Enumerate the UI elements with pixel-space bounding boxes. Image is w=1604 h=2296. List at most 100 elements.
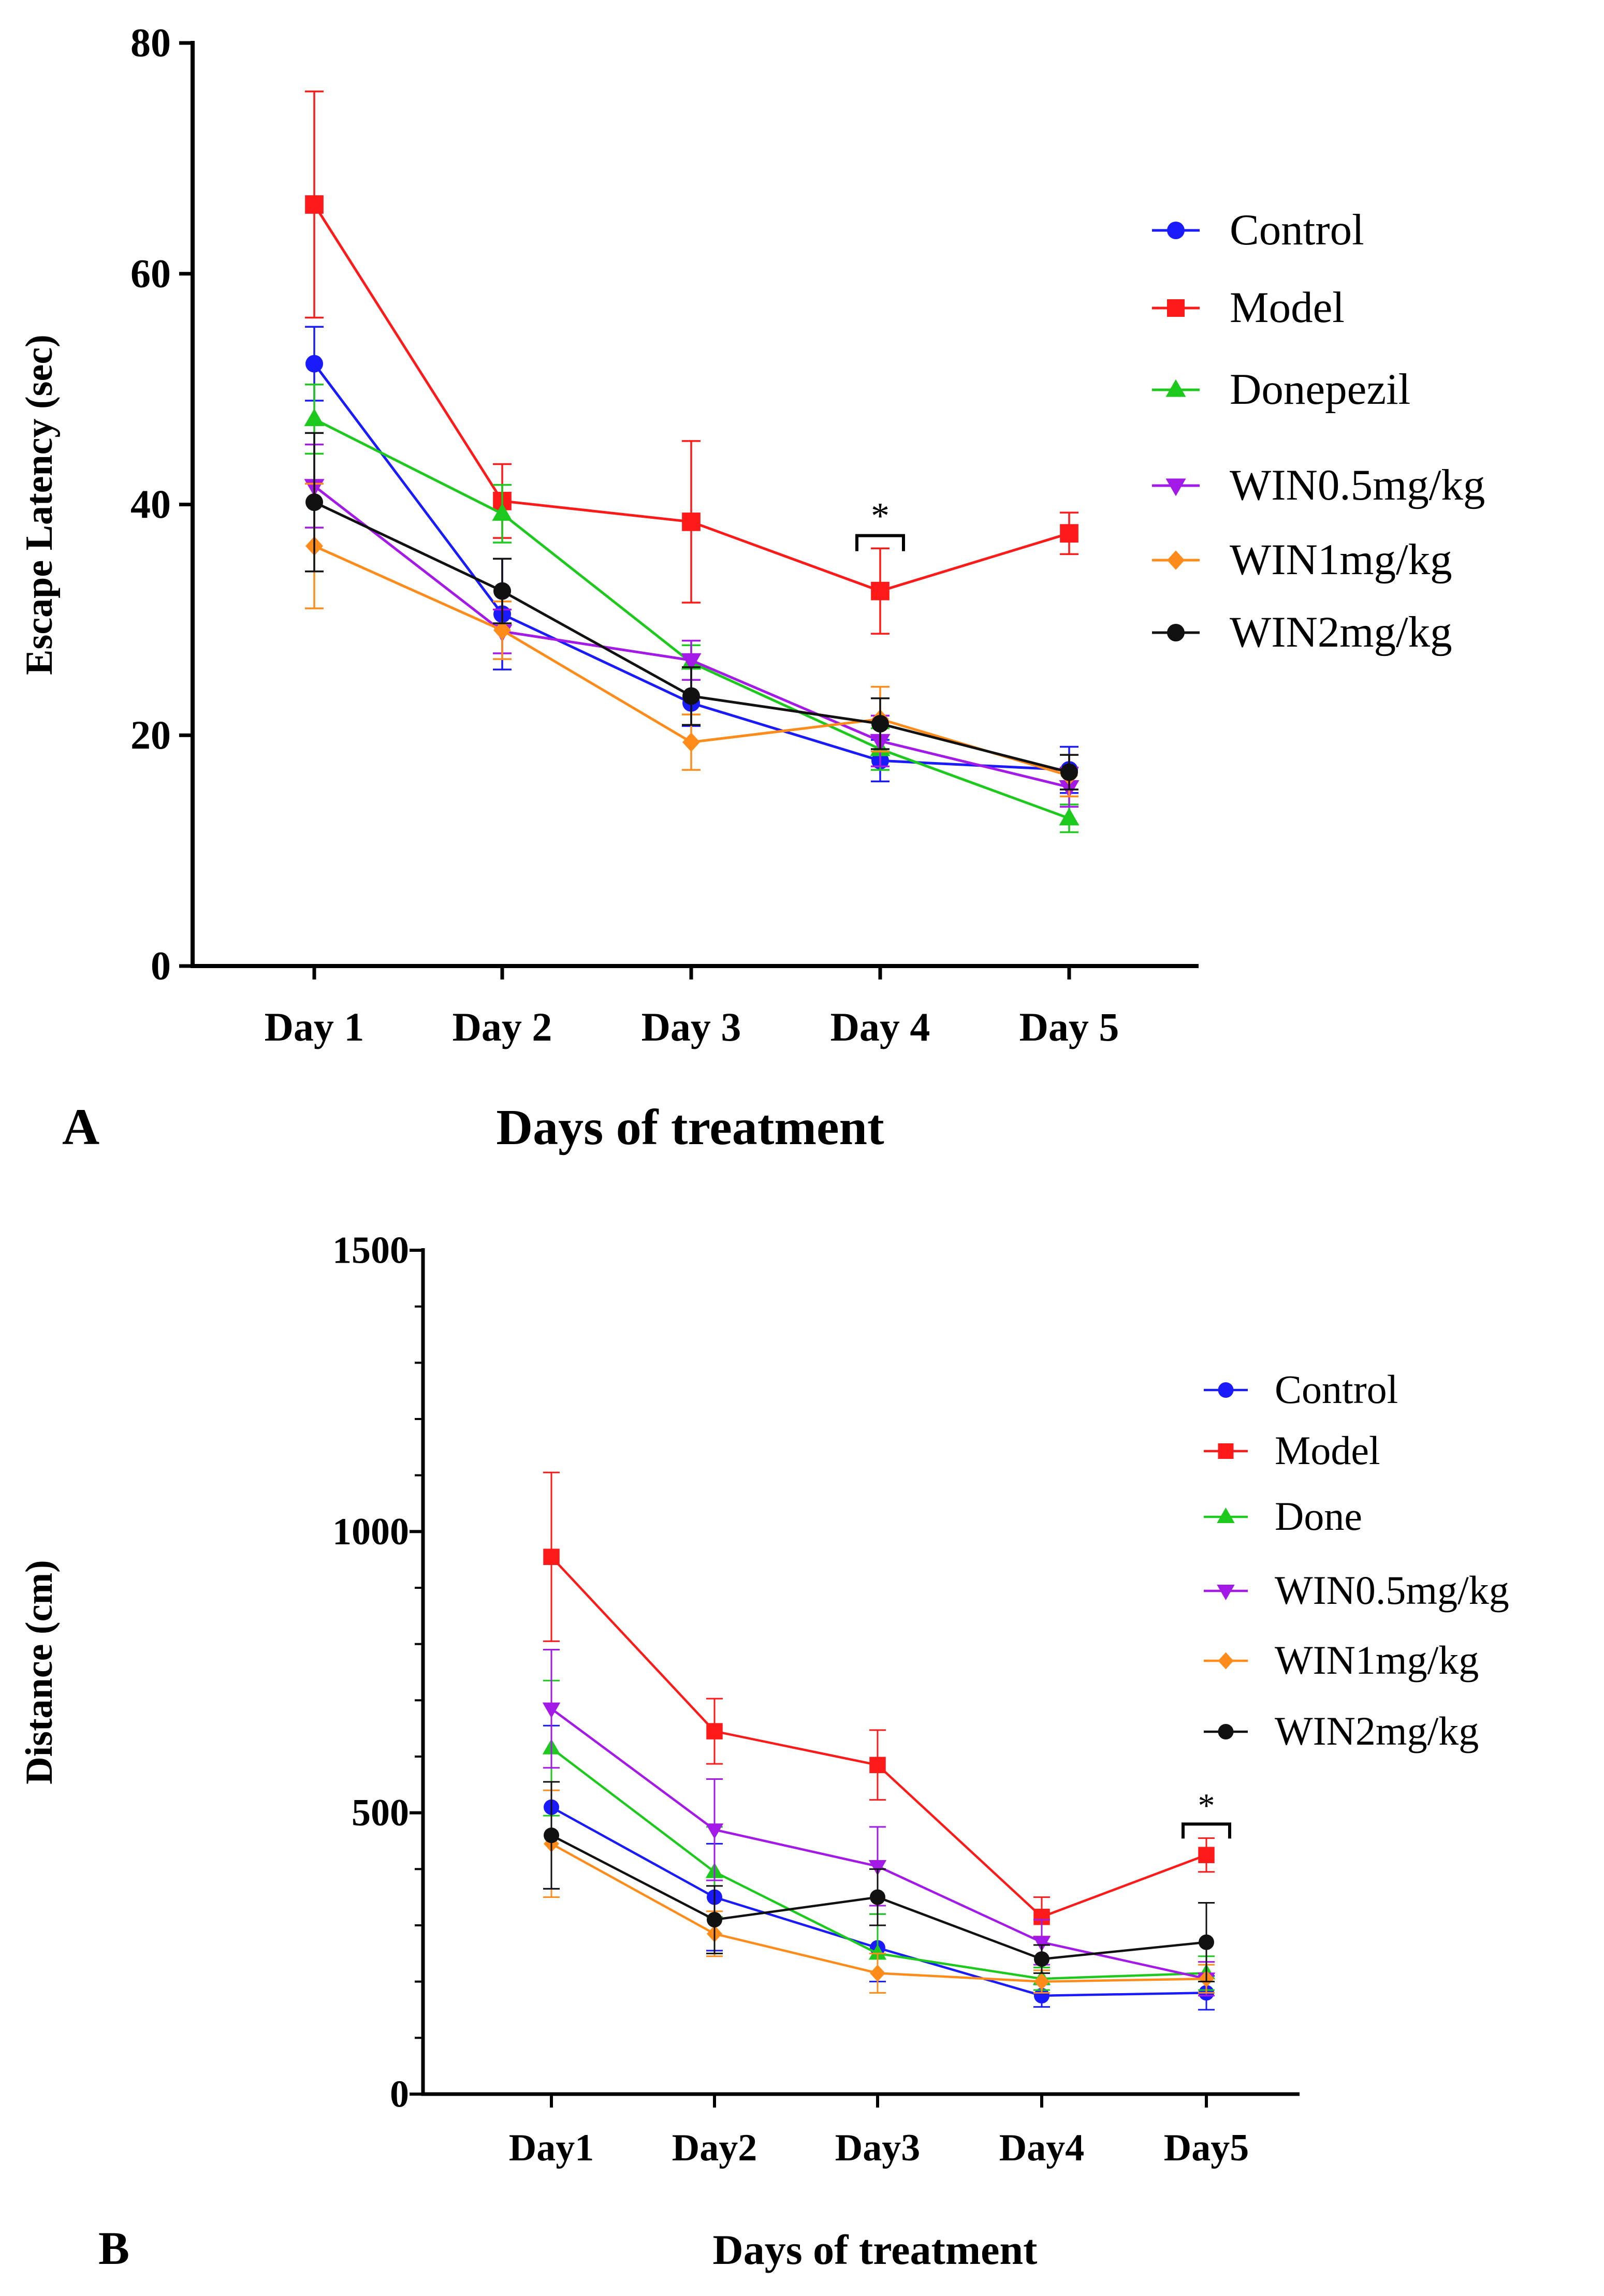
data-point [871,714,889,733]
legend: Control Model Done WIN0.5mg/kg WIN1mg/kg WIN2… [1204,1367,1509,1753]
legend-item-win0-5mg-kg: WIN0.5mg/kg [1152,461,1485,509]
data-point [868,1944,887,1960]
data-point [493,620,511,640]
y-tick-label: 80 [130,20,171,65]
data-point [706,1723,723,1739]
data-point [1060,524,1078,543]
x-tick-label: Day5 [1164,2127,1249,2169]
legend-label: WIN0.5mg/kg [1275,1568,1509,1613]
legend-label: Control [1230,206,1364,254]
panel-label: B [98,2223,129,2274]
legend-item-model: Model [1204,1428,1380,1473]
x-tick-label: Day 2 [453,1004,552,1049]
data-point [544,1827,559,1844]
significance-marker: * [1182,1787,1231,1839]
legend-item-model: Model [1152,283,1345,332]
data-point [304,408,325,427]
legend-item-win0-5mg-kg: WIN0.5mg/kg [1204,1568,1509,1613]
legend-marker [1218,1724,1234,1739]
legend-item-control: Control [1204,1367,1398,1412]
legend-marker [1167,299,1185,317]
series-model [305,90,1078,635]
x-tick-label: Day3 [835,2127,920,2169]
data-point [870,1889,885,1905]
significance-marker: * [855,495,905,551]
x-axis-label: Days of treatment [713,2226,1038,2273]
data-point [1032,1936,1051,1952]
series-model [543,1471,1215,1938]
data-point [305,493,323,511]
y-tick-label: 40 [130,481,171,527]
legend-label: WIN1mg/kg [1230,535,1452,584]
data-point [707,1912,722,1928]
legend-marker [1167,624,1185,641]
legend-label: WIN1mg/kg [1275,1637,1479,1683]
data-point [681,653,702,671]
legend-marker [1217,1508,1235,1523]
x-tick-label: Day 3 [641,1004,741,1049]
series-win2mg-kg [543,1781,1215,1983]
data-point [1060,763,1078,781]
data-point [871,581,890,601]
y-tick-label: 0 [151,943,171,988]
legend-marker [1218,1382,1234,1398]
y-tick-label: 500 [352,1792,409,1834]
legend-label: WIN2mg/kg [1275,1708,1479,1753]
y-tick-label: 1000 [332,1511,409,1553]
legend-label: Model [1230,283,1345,332]
legend-item-done: Done [1204,1494,1362,1539]
data-point [1198,1847,1215,1863]
x-tick-label: Day2 [672,2127,757,2169]
data-point [542,1702,561,1718]
data-point [1034,1951,1049,1967]
legend-marker [1165,478,1186,496]
x-tick-label: Day 5 [1019,1004,1119,1049]
y-tick-label: 20 [130,712,171,757]
panel-label: A [62,1098,99,1156]
y-axis-label: Escape Latency (sec) [18,334,61,675]
data-point [305,195,324,214]
legend-item-control: Control [1152,206,1364,254]
data-point [1199,1934,1214,1950]
legend: Control Model Donepezil WIN0.5mg/kg WIN1mg/k… [1152,206,1485,656]
legend-item-win1mg-kg: WIN1mg/kg [1152,535,1452,584]
legend-label: Donepezil [1230,365,1410,414]
panel-a-escape-latency-chart: 0 20 40 60 80 Day 1 Day 2 Day 3 Day 4 Day 5 Days o… [18,20,1485,1156]
data-point [868,1860,887,1876]
significance-bracket [855,534,905,551]
data-point [1034,1973,1049,1991]
data-point [305,355,323,373]
legend-item-win2mg-kg: WIN2mg/kg [1204,1708,1479,1753]
legend-marker [1218,1652,1234,1670]
data-point [682,732,700,752]
data-point [682,687,700,705]
panel-b-distance-chart: 0 500 1000 1500 Day1 Day2 Day3 Day4 Day5 Days of … [18,1229,1509,2274]
x-tick-label: Day 1 [265,1004,364,1049]
x-tick-label: Day4 [999,2127,1084,2169]
legend-label: Control [1275,1367,1398,1412]
data-point [492,503,513,521]
legend-item-donepezil: Donepezil [1152,365,1410,414]
significance-label: * [1198,1787,1215,1824]
legend-marker [1165,379,1186,397]
data-point [1034,1987,1049,2003]
x-tick-label: Day1 [509,2127,594,2169]
legend-item-win1mg-kg: WIN1mg/kg [1204,1637,1479,1683]
y-tick-label: 60 [130,251,171,296]
data-point [1059,808,1080,826]
data-point [869,1757,886,1774]
significance-bracket [1182,1822,1231,1839]
legend-label: Done [1275,1494,1362,1539]
legend-marker [1167,222,1185,239]
series-win2mg-kg [305,432,1078,791]
data-point [682,513,701,531]
legend-label: Model [1275,1428,1380,1473]
y-tick-label: 0 [390,2073,409,2115]
legend-label: WIN0.5mg/kg [1230,461,1485,509]
legend-marker [1167,550,1185,570]
legend-marker [1218,1443,1234,1459]
x-axis-label: Days of treatment [496,1100,884,1156]
data-point [493,582,511,600]
y-axis-label: Distance (cm) [18,1560,61,1785]
